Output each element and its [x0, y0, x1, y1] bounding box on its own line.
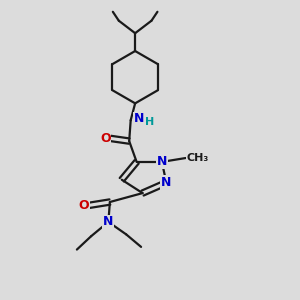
Text: N: N — [161, 176, 172, 189]
Text: O: O — [100, 132, 111, 145]
Text: H: H — [145, 117, 154, 127]
Text: O: O — [79, 199, 89, 212]
Text: N: N — [134, 112, 144, 125]
Text: N: N — [157, 155, 167, 168]
Text: N: N — [103, 215, 114, 228]
Text: CH₃: CH₃ — [187, 153, 209, 163]
